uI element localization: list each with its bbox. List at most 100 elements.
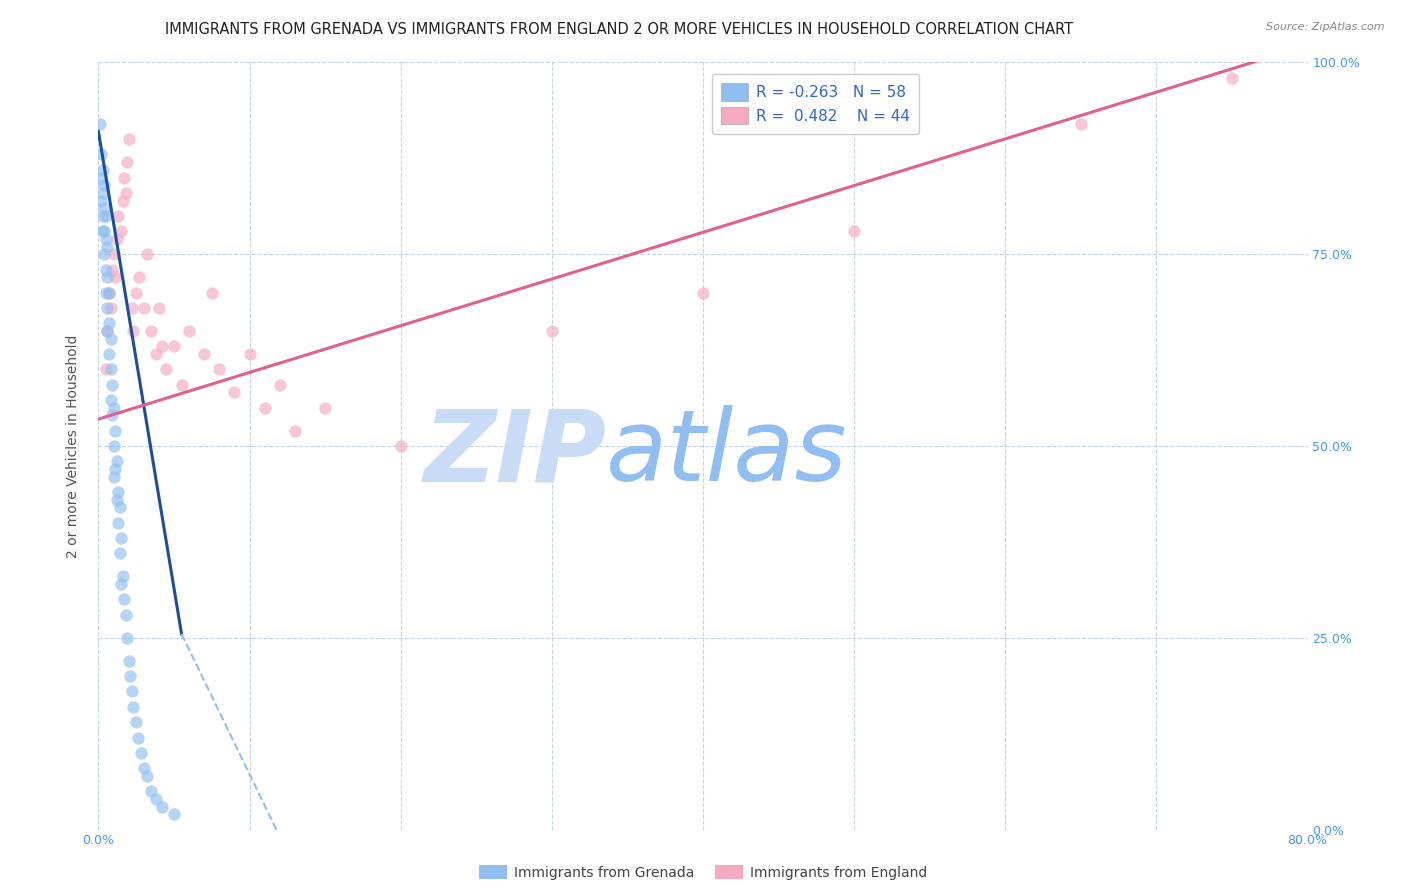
Point <box>111 194 134 208</box>
Point <box>107 209 129 223</box>
Point <box>107 516 129 530</box>
Point <box>94 262 117 277</box>
Point <box>93 224 115 238</box>
Legend: Immigrants from Grenada, Immigrants from England: Immigrants from Grenada, Immigrants from… <box>474 859 932 885</box>
Point <box>100 362 122 376</box>
Point <box>1070 117 1092 131</box>
Point <box>844 224 866 238</box>
Point <box>115 155 138 169</box>
Point <box>91 209 114 223</box>
Text: atlas: atlas <box>606 405 848 502</box>
Point <box>114 607 136 622</box>
Point <box>103 401 125 415</box>
Point <box>122 699 145 714</box>
Point <box>103 247 125 261</box>
Point <box>125 285 148 300</box>
Point <box>91 224 114 238</box>
Text: Source: ZipAtlas.com: Source: ZipAtlas.com <box>1267 22 1385 32</box>
Point <box>101 262 124 277</box>
Point <box>163 807 186 822</box>
Point <box>110 577 132 591</box>
Point <box>105 492 128 507</box>
Point <box>108 500 131 515</box>
Point <box>208 362 231 376</box>
Point <box>90 170 112 185</box>
Point <box>540 324 562 338</box>
Point <box>314 401 336 415</box>
Point <box>122 324 145 338</box>
Point <box>129 746 152 760</box>
Point <box>128 270 150 285</box>
Point <box>103 469 125 483</box>
Point <box>239 347 262 361</box>
Point <box>107 485 129 500</box>
Point <box>101 409 124 423</box>
Point <box>150 799 173 814</box>
Point <box>96 324 118 338</box>
Point <box>148 301 170 315</box>
Point <box>125 715 148 730</box>
Point <box>93 201 115 215</box>
Point <box>118 132 141 146</box>
Point <box>104 462 127 476</box>
Point <box>110 531 132 545</box>
Point <box>118 654 141 668</box>
Point <box>141 324 163 338</box>
Point <box>94 285 117 300</box>
Point <box>111 569 134 583</box>
Point <box>1220 70 1243 85</box>
Point <box>89 117 111 131</box>
Point <box>389 439 412 453</box>
Point <box>90 147 112 161</box>
Point <box>93 247 115 261</box>
Point <box>135 769 157 783</box>
Point <box>98 316 121 330</box>
Point <box>170 377 193 392</box>
Point <box>100 332 122 346</box>
Point <box>155 362 177 376</box>
Point <box>104 424 127 438</box>
Point <box>94 362 117 376</box>
Point <box>150 339 173 353</box>
Point <box>98 285 121 300</box>
Point <box>94 209 117 223</box>
Point <box>201 285 224 300</box>
Point <box>692 285 714 300</box>
Point <box>163 339 186 353</box>
Point <box>193 347 215 361</box>
Point <box>132 761 155 775</box>
Point <box>121 301 143 315</box>
Point <box>98 285 121 300</box>
Point <box>100 392 122 407</box>
Point <box>112 592 135 607</box>
Y-axis label: 2 or more Vehicles in Household: 2 or more Vehicles in Household <box>66 334 80 558</box>
Point <box>284 424 307 438</box>
Point <box>127 731 149 745</box>
Point <box>91 186 114 200</box>
Point <box>96 324 118 338</box>
Point <box>96 301 118 315</box>
Point <box>94 232 117 246</box>
Point <box>114 186 136 200</box>
Point <box>110 224 132 238</box>
Point <box>145 347 167 361</box>
Point <box>115 631 138 645</box>
Point <box>96 270 118 285</box>
Point <box>101 377 124 392</box>
Point <box>91 162 114 177</box>
Point <box>135 247 157 261</box>
Point <box>105 232 128 246</box>
Point <box>132 301 155 315</box>
Point <box>105 454 128 468</box>
Point <box>90 194 112 208</box>
Text: ZIP: ZIP <box>423 405 606 502</box>
Point <box>108 546 131 560</box>
Point <box>112 170 135 185</box>
Point <box>103 439 125 453</box>
Legend: R = -0.263   N = 58, R =  0.482    N = 44: R = -0.263 N = 58, R = 0.482 N = 44 <box>711 74 920 134</box>
Point <box>179 324 201 338</box>
Point <box>120 669 142 683</box>
Point <box>100 301 122 315</box>
Point <box>269 377 291 392</box>
Point <box>141 784 163 798</box>
